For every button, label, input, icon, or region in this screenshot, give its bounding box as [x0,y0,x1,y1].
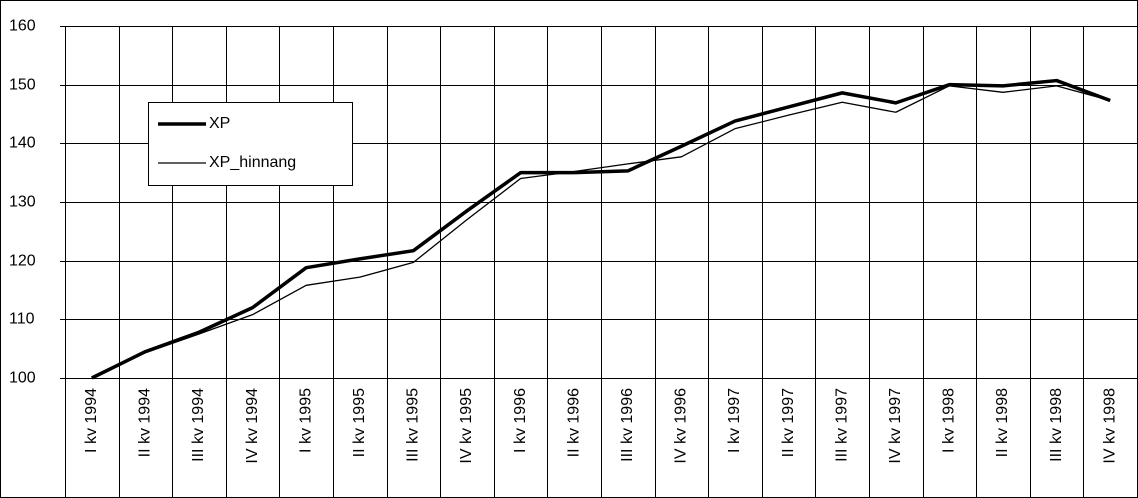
legend-label: XP [209,115,230,132]
series-line [91,78,1111,380]
y-tick-label: 100 [9,370,36,387]
y-tick-label: 150 [9,77,36,94]
x-tick-label: III kv 1995 [405,388,422,462]
x-tick-label: IV kv 1994 [244,388,261,464]
x-tick-label: I kv 1997 [726,388,743,453]
y-tick-label: 120 [9,253,36,270]
x-tick-label: III kv 1994 [190,388,207,462]
x-tick-label: I kv 1994 [83,388,100,453]
y-tick-label: 160 [9,18,36,35]
x-tick-label: II kv 1997 [780,388,797,457]
x-tick-label: IV kv 1998 [1101,388,1118,464]
x-tick-label: I kv 1995 [297,388,314,453]
y-tick-label: 130 [9,194,36,211]
x-tick-label: III kv 1996 [619,388,636,462]
x-tick-label: I kv 1996 [512,388,529,453]
legend: XP XP_hinnang [148,102,353,186]
y-tick-label: 110 [9,311,35,328]
x-tick-label: IV kv 1996 [673,388,690,464]
x-tick-label: IV kv 1997 [887,388,904,464]
x-tick-label: III kv 1998 [1048,388,1065,462]
x-tick-label: II kv 1998 [994,388,1011,457]
legend-box [148,102,353,186]
x-tick-label: IV kv 1995 [458,388,475,464]
y-tick-label: 140 [9,135,36,152]
x-tick-label: II kv 1996 [565,388,582,457]
x-tick-label: III kv 1997 [833,388,850,462]
legend-label: XP_hinnang [209,154,296,171]
series-line [91,85,1111,379]
x-tick-label: I kv 1998 [941,388,958,453]
x-tick-label: II kv 1995 [351,388,368,457]
x-tick-label: II kv 1994 [137,388,154,457]
